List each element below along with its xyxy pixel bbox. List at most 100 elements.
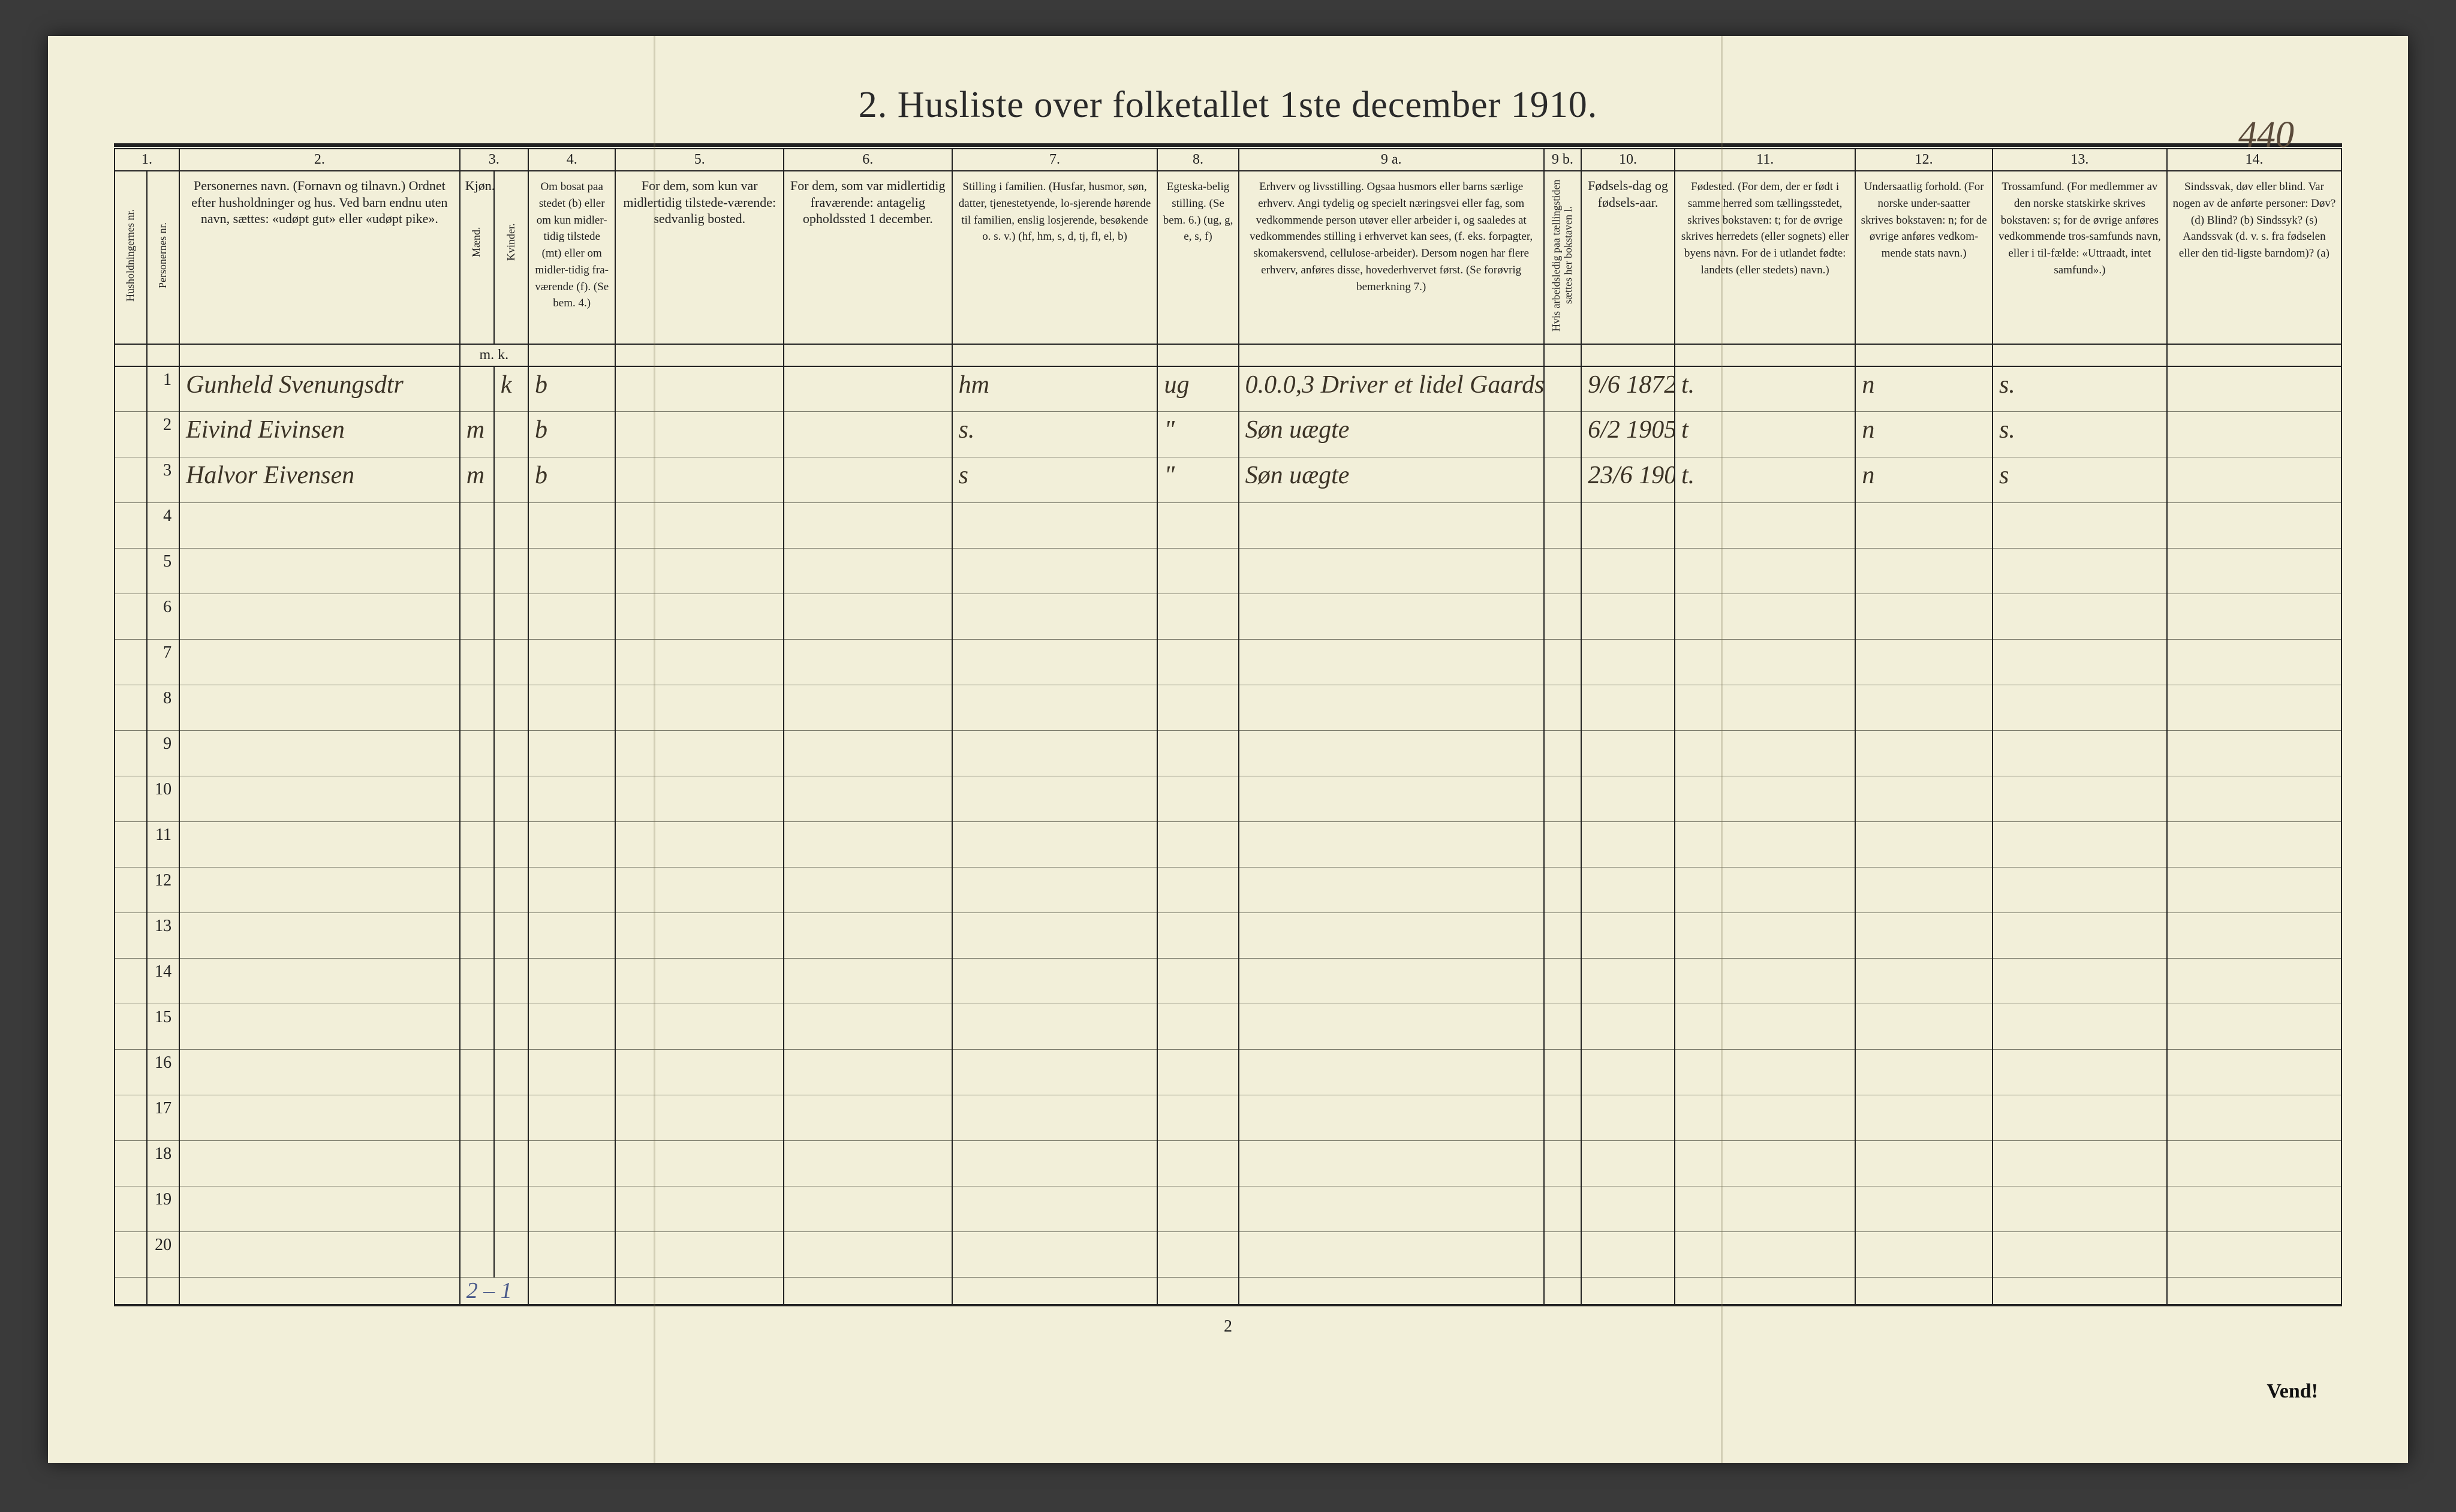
- cell: [1993, 959, 2167, 1004]
- cell: [1157, 731, 1238, 776]
- cell: [784, 868, 952, 913]
- cell: [460, 731, 494, 776]
- table-row: 2Eivind Eivinsenmbs."Søn uægte6/2 1905tn…: [115, 412, 2341, 457]
- cell: [1675, 731, 1855, 776]
- cell: [784, 731, 952, 776]
- cell: [2167, 1186, 2341, 1232]
- cell: [528, 685, 615, 731]
- cell: [952, 640, 1158, 685]
- row-number: 13: [147, 913, 179, 959]
- cell: [1157, 640, 1238, 685]
- cell: [460, 776, 494, 822]
- cell: [952, 776, 1158, 822]
- cell: [1581, 1141, 1675, 1186]
- cell: [528, 549, 615, 594]
- cell: [1855, 1004, 1993, 1050]
- hdr-5: For dem, som kun var midlertidig tilsted…: [615, 171, 784, 344]
- cell: [494, 412, 528, 457]
- cell: [615, 1232, 784, 1278]
- cell: [1675, 594, 1855, 640]
- cell: [1157, 685, 1238, 731]
- cell: [1993, 640, 2167, 685]
- row-number: 10: [147, 776, 179, 822]
- row-number: 11: [147, 822, 179, 868]
- cell: [115, 503, 147, 549]
- hdr-8: Egteska-belig stilling. (Se bem. 6.) (ug…: [1157, 171, 1238, 344]
- cell: [1993, 822, 2167, 868]
- cell: [952, 1050, 1158, 1095]
- coln-4: 4.: [528, 149, 615, 171]
- cell: [1993, 1186, 2167, 1232]
- cell: m: [460, 412, 494, 457]
- cell: [460, 503, 494, 549]
- cell: [784, 685, 952, 731]
- cell: [494, 1050, 528, 1095]
- cell: [1157, 594, 1238, 640]
- cell: [179, 549, 460, 594]
- cell: [1239, 594, 1544, 640]
- cell: [2167, 1050, 2341, 1095]
- cell: [1239, 1232, 1544, 1278]
- cell: [615, 822, 784, 868]
- cell: [2167, 959, 2341, 1004]
- row-number: 2: [147, 412, 179, 457]
- cell: [460, 868, 494, 913]
- cell: [528, 1050, 615, 1095]
- cell: [460, 685, 494, 731]
- cell: s: [952, 457, 1158, 503]
- cell: [615, 913, 784, 959]
- coln-9b: 9 b.: [1544, 149, 1581, 171]
- cell: [1993, 913, 2167, 959]
- cell: [494, 1232, 528, 1278]
- hdr-9b: Hvis arbeidsledig paa tællingstiden sætt…: [1544, 171, 1581, 344]
- cell: [494, 776, 528, 822]
- cell: [615, 1141, 784, 1186]
- hdr-10: Fødsels-dag og fødsels-aar.: [1581, 171, 1675, 344]
- cell: [494, 1186, 528, 1232]
- cell: [1993, 1050, 2167, 1095]
- cell: [115, 685, 147, 731]
- cell: [115, 822, 147, 868]
- cell: [1157, 822, 1238, 868]
- cell: [179, 913, 460, 959]
- cell: [1239, 731, 1544, 776]
- cell: [1675, 1050, 1855, 1095]
- coln-7: 7.: [952, 149, 1158, 171]
- cell: s.: [952, 412, 1158, 457]
- cell: [1581, 868, 1675, 913]
- cell: [115, 1095, 147, 1141]
- table-row: 18: [115, 1141, 2341, 1186]
- cell: [460, 822, 494, 868]
- cell: [2167, 594, 2341, 640]
- row-number: 19: [147, 1186, 179, 1232]
- cell: Søn uægte: [1239, 457, 1544, 503]
- cell: [1855, 1050, 1993, 1095]
- row-number: 15: [147, 1004, 179, 1050]
- cell: [1544, 776, 1581, 822]
- cell: [1544, 640, 1581, 685]
- cell: t: [1675, 412, 1855, 457]
- cell: [115, 868, 147, 913]
- table-row: 15: [115, 1004, 2341, 1050]
- cell: [179, 822, 460, 868]
- row-number: 18: [147, 1141, 179, 1186]
- cell: [615, 366, 784, 412]
- cell: [784, 776, 952, 822]
- cell: [179, 731, 460, 776]
- table-row: 17: [115, 1095, 2341, 1141]
- cell: [494, 685, 528, 731]
- cell: [952, 959, 1158, 1004]
- cell: [615, 731, 784, 776]
- cell: [179, 685, 460, 731]
- coln-1: 1.: [115, 149, 179, 171]
- cell: [784, 1232, 952, 1278]
- cell: [1675, 776, 1855, 822]
- cell: [460, 1232, 494, 1278]
- table-row: 4: [115, 503, 2341, 549]
- cell: [1239, 640, 1544, 685]
- column-number-row: 1. 2. 3. 4. 5. 6. 7. 8. 9 a. 9 b. 10. 11…: [115, 149, 2341, 171]
- cell: [784, 959, 952, 1004]
- cell: [784, 1141, 952, 1186]
- cell: [1157, 1050, 1238, 1095]
- cell: [115, 412, 147, 457]
